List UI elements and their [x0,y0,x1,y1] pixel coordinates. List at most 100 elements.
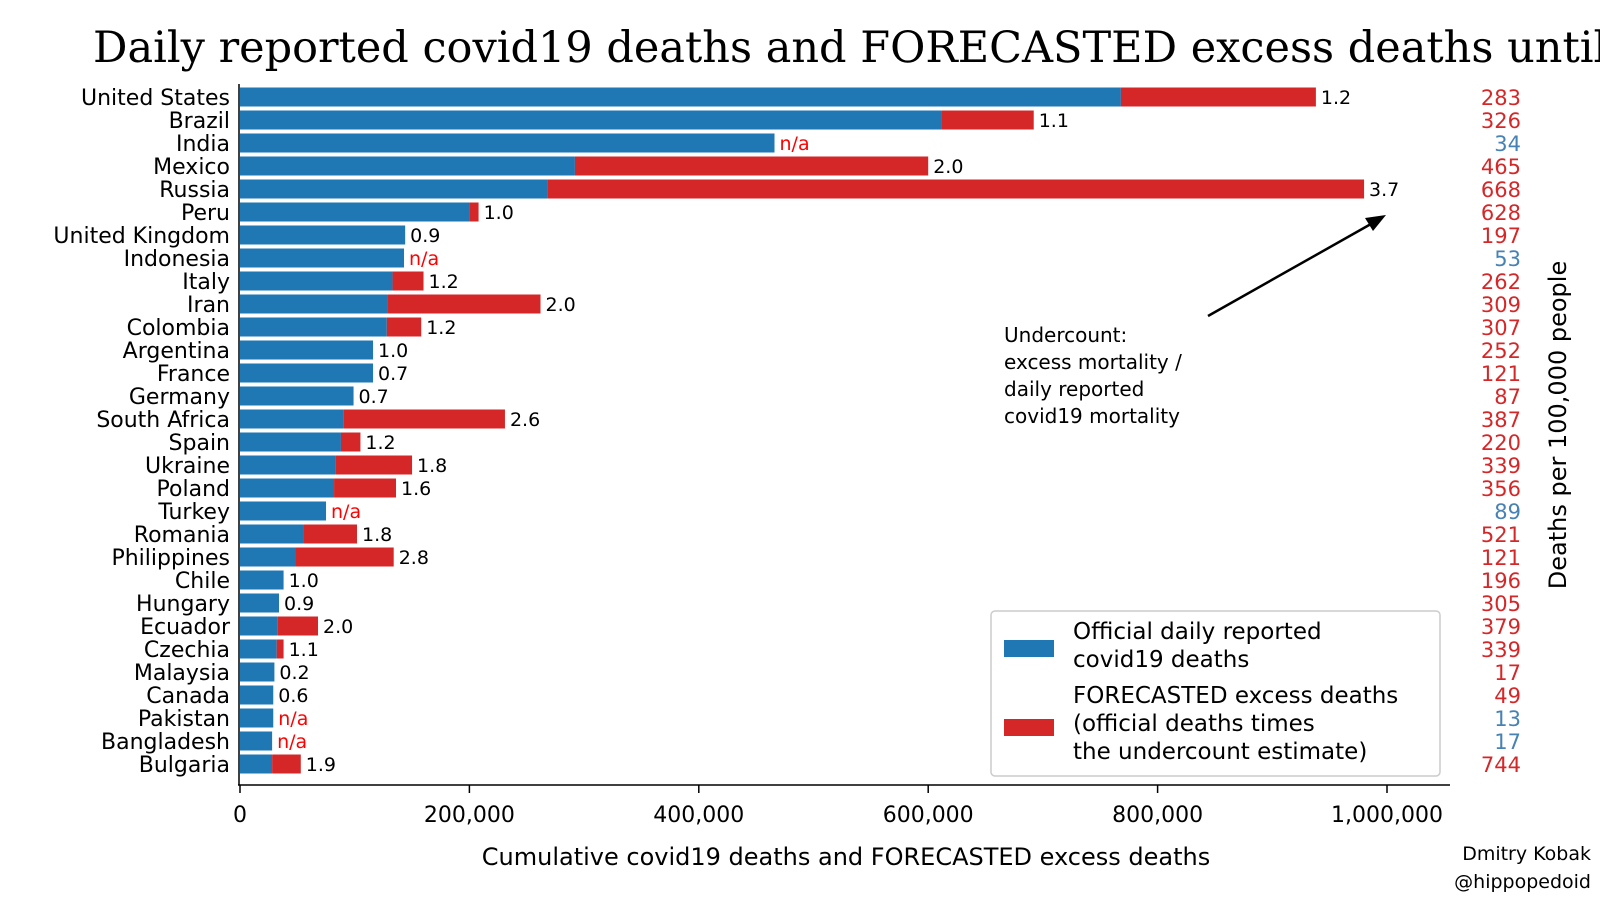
bar-forecast-poland [334,478,396,498]
bar-official-spain [240,432,341,452]
legend: Official daily reported covid19 deaths F… [990,610,1441,777]
ratio-label-chile: 1.0 [289,570,319,592]
bar-official-ukraine [240,455,336,475]
bar-forecast-south-africa [343,409,505,429]
per100k-label-iran: 309 [1481,293,1521,317]
ratio-label-turkey: n/a [331,501,361,523]
per100k-label-colombia: 307 [1481,316,1521,340]
country-label-iran: Iran [187,293,230,318]
bar-official-south-africa [240,409,344,429]
annotation-line-1: Undercount: [1004,323,1127,347]
x-tick-label: 600,000 [883,803,974,828]
per100k-label-chile: 196 [1481,569,1521,593]
annotation-arrow-head [1365,215,1386,231]
per100k-label-ukraine: 339 [1481,454,1521,478]
ratio-label-pakistan: n/a [278,708,308,730]
bar-official-chile [240,570,284,590]
annotation-line-4: covid19 mortality [1004,404,1180,428]
bar-official-romania [240,524,304,544]
bar-official-united-states [240,87,1121,107]
country-label-peru: Peru [181,201,230,226]
x-tick-label: 1,000,000 [1331,803,1443,828]
x-tick-label: 200,000 [424,803,515,828]
country-label-malaysia: Malaysia [134,661,230,686]
ratio-label-indonesia: n/a [409,248,439,270]
bar-forecast-ukraine [335,455,413,475]
bar-official-bangladesh [240,731,273,751]
bar-official-russia [240,179,548,199]
bar-official-bulgaria [240,754,273,774]
ratio-label-russia: 3.7 [1369,179,1399,201]
bar-forecast-united-states [1120,87,1316,107]
country-label-argentina: Argentina [123,339,230,364]
per100k-label-spain: 220 [1481,431,1521,455]
per100k-label-pakistan: 13 [1494,707,1521,731]
bar-official-pakistan [240,708,274,728]
country-label-south-africa: South Africa [96,408,230,433]
ratio-label-malaysia: 0.2 [279,662,309,684]
country-label-ecuador: Ecuador [140,615,231,640]
per100k-label-malaysia: 17 [1494,661,1521,685]
ratio-label-france: 0.7 [378,363,408,385]
legend-swatch-official [1004,640,1054,657]
undercount-annotation: Undercount: excess mortality / daily rep… [1004,215,1386,428]
per100k-label-bangladesh: 17 [1494,730,1521,754]
country-label-france: France [157,362,230,387]
ratio-label-romania: 1.8 [362,524,392,546]
bar-official-brazil [240,110,942,130]
per100k-label-romania: 521 [1481,523,1521,547]
per100k-label-south-africa: 387 [1481,408,1521,432]
bar-official-peru [240,202,470,222]
bar-forecast-spain [340,432,361,452]
bar-official-mexico [240,156,575,176]
per100k-label-brazil: 326 [1481,109,1521,133]
annotation-line-3: daily reported [1004,377,1144,401]
country-label-romania: Romania [134,523,230,548]
ratio-label-united-kingdom: 0.9 [410,225,440,247]
bar-forecast-ecuador [277,616,318,636]
bar-forecast-brazil [941,110,1034,130]
country-label-philippines: Philippines [111,546,230,571]
country-label-pakistan: Pakistan [138,707,230,732]
bar-forecast-peru [469,202,479,222]
per100k-label-united-kingdom: 197 [1481,224,1521,248]
bar-official-colombia [240,317,387,337]
legend-swatch-forecast [1004,719,1054,736]
legend-official-line-1: Official daily reported [1073,619,1322,645]
credit-handle: @hippopedoid [1454,871,1591,893]
country-label-turkey: Turkey [157,500,230,525]
per100k-label-italy: 262 [1481,270,1521,294]
country-labels: United StatesBrazilIndiaMexicoRussiaPeru… [53,86,231,778]
bar-official-hungary [240,593,279,613]
per100k-label-turkey: 89 [1494,500,1521,524]
legend-official-line-2: covid19 deaths [1073,647,1249,673]
bar-forecast-bulgaria [272,754,301,774]
bar-forecast-czechia [276,639,284,659]
per100k-label-india: 34 [1494,132,1521,156]
bar-official-czechia [240,639,277,659]
x-tick-label: 800,000 [1112,803,1203,828]
right-axis-label: Deaths per 100,000 people [1544,261,1572,589]
country-label-colombia: Colombia [127,316,230,341]
bar-official-indonesia [240,248,405,268]
ratio-label-canada: 0.6 [278,685,308,707]
per100k-label-peru: 628 [1481,201,1521,225]
ratio-label-mexico: 2.0 [933,156,963,178]
ratio-label-bulgaria: 1.9 [306,754,336,776]
country-label-spain: Spain [169,431,230,456]
bar-official-india [240,133,775,153]
country-label-hungary: Hungary [136,592,230,617]
per100k-label-mexico: 465 [1481,155,1521,179]
ratio-label-brazil: 1.1 [1039,110,1069,132]
annotation-line-2: excess mortality / [1004,350,1182,374]
bar-forecast-italy [392,271,424,291]
country-label-czechia: Czechia [144,638,230,663]
country-label-chile: Chile [175,569,230,594]
ratio-label-argentina: 1.0 [378,340,408,362]
bar-official-malaysia [240,662,275,682]
bar-forecast-philippines [295,547,394,567]
per100k-label-bulgaria: 744 [1481,753,1521,777]
bar-forecast-russia [547,179,1365,199]
country-label-india: India [176,132,230,157]
bar-official-philippines [240,547,296,567]
